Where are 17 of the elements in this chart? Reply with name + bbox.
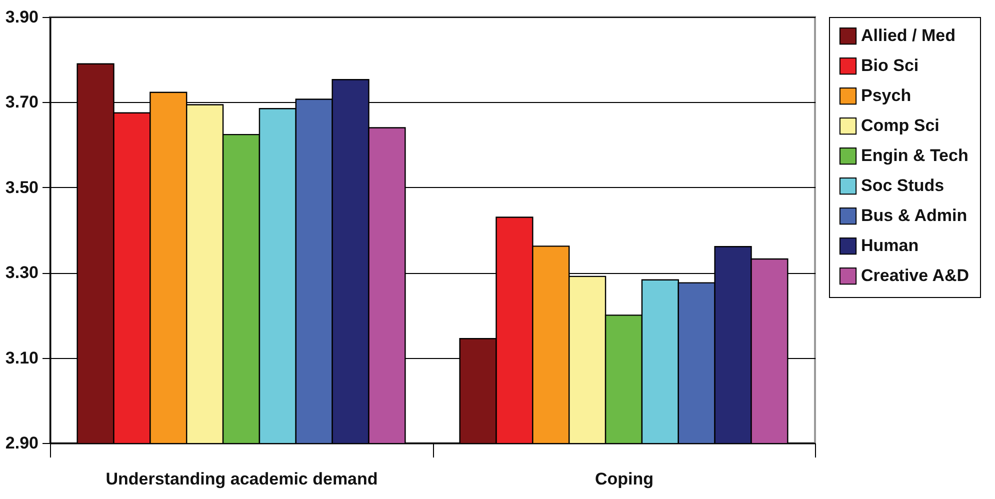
x-tick-label: Coping (594, 470, 654, 488)
y-tick-label: 3.70 (5, 92, 38, 112)
legend-label: Allied / Med (861, 26, 956, 45)
legend-label: Engin & Tech (861, 146, 968, 165)
legend-label: Soc Studs (861, 176, 944, 195)
y-tick-label: 3.30 (5, 263, 38, 282)
y-tick-label: 3.10 (5, 348, 38, 368)
legend-label: Bio Sci (861, 56, 919, 75)
y-tick-label: 2.90 (5, 434, 38, 452)
y-tick-label: 3.90 (5, 8, 38, 26)
legend-label: Human (861, 236, 919, 255)
y-tick-label: 3.50 (5, 178, 38, 197)
legend-label: Comp Sci (861, 116, 940, 135)
legend-label: Bus & Admin (861, 206, 968, 225)
legend-label: Psych (861, 86, 912, 105)
legend-label: Creative A&D (861, 266, 970, 285)
x-tick-label: Understanding academic demand (106, 470, 378, 488)
